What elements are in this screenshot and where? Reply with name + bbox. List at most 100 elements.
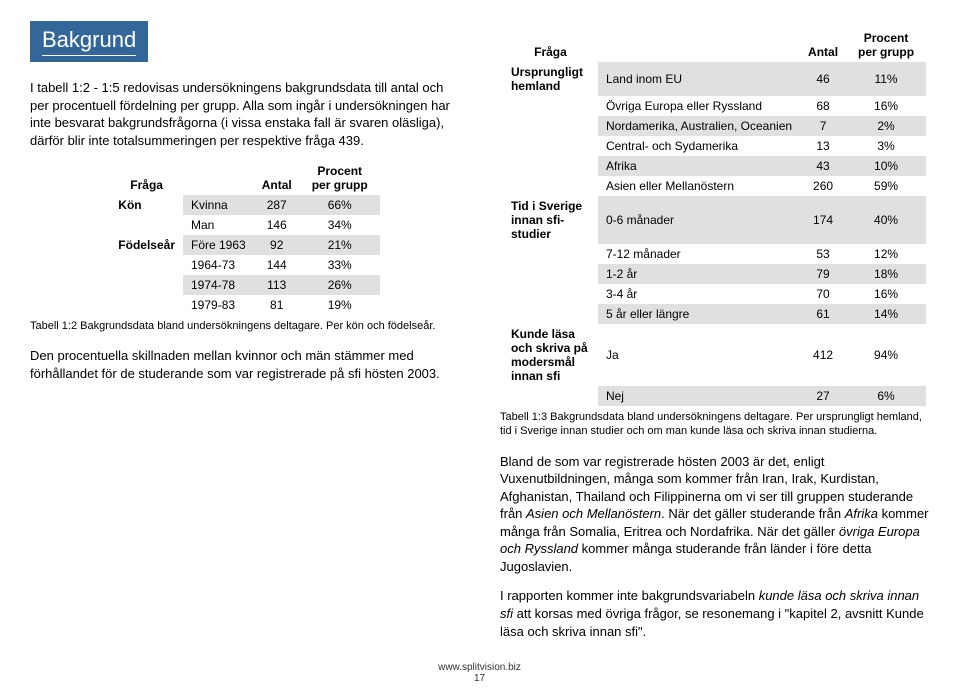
table-procent: 3% [846,136,926,156]
table-1-2: Fråga Antal Procent per grupp KönKvinna2… [110,161,379,315]
right-para-2: I rapporten kommer inte bakgrundsvariabe… [500,587,929,640]
footer-url: www.splitvision.biz [0,662,959,673]
table-antal: 61 [800,304,846,324]
table-subcat: Nordamerika, Australien, Oceanien [598,116,800,136]
table-rowhead [503,386,598,406]
table-rowhead: Kunde läsa och skriva på modersmål innan… [503,324,598,386]
rp1-em2: Afrika [845,506,878,521]
table-rowhead [503,116,598,136]
table-procent: 94% [846,324,926,386]
page-title: Bakgrund [30,20,149,63]
table-rowhead [503,156,598,176]
table-subcat: Land inom EU [598,62,800,96]
footer-page: 17 [0,673,959,684]
table-subcat: Afrika [598,156,800,176]
table-subcat: 7-12 månader [598,244,800,264]
table-procent: 66% [300,195,380,215]
table-procent: 19% [300,295,380,315]
table-rowhead: Ursprungligt hemland [503,62,598,96]
right-para-1: Bland de som var registrerade hösten 200… [500,453,929,576]
table-antal: 43 [800,156,846,176]
table-antal: 92 [254,235,300,255]
table-procent: 2% [846,116,926,136]
table-antal: 113 [254,275,300,295]
t13-h3: Procent per grupp [846,28,926,62]
table-rowhead [503,284,598,304]
table-subcat: 0-6 månader [598,196,800,244]
t12-h3: Procent per grupp [300,161,380,195]
table-subcat: 5 år eller längre [598,304,800,324]
table-antal: 53 [800,244,846,264]
table-procent: 33% [300,255,380,275]
table-procent: 34% [300,215,380,235]
table-antal: 27 [800,386,846,406]
table-procent: 14% [846,304,926,324]
table-antal: 146 [254,215,300,235]
table-rowhead [110,215,183,235]
table-rowhead [503,176,598,196]
table-rowhead [110,295,183,315]
table-1-3-caption: Tabell 1:3 Bakgrundsdata bland undersökn… [500,410,929,439]
rp2-b: att korsas med övriga frågor, se resonem… [500,606,924,639]
table-1-3: Fråga Antal Procent per grupp Ursprungli… [503,28,926,406]
rp1-b: . När det gäller studerande från [661,506,845,521]
table-procent: 18% [846,264,926,284]
table-procent: 40% [846,196,926,244]
table-subcat: Ja [598,324,800,386]
table-antal: 70 [800,284,846,304]
table-subcat: Kvinna [183,195,254,215]
table-subcat: 1979-83 [183,295,254,315]
table-subcat: 1-2 år [598,264,800,284]
table-rowhead [503,244,598,264]
t12-h0: Fråga [110,161,183,195]
rp2-a: I rapporten kommer inte bakgrundsvariabe… [500,588,759,603]
table-procent: 12% [846,244,926,264]
table-rowhead [503,96,598,116]
table-procent: 21% [300,235,380,255]
table-antal: 412 [800,324,846,386]
table-rowhead [503,304,598,324]
table-antal: 13 [800,136,846,156]
t13-h1 [598,28,800,62]
table-procent: 10% [846,156,926,176]
rp1-em1: Asien och Mellanöstern [526,506,661,521]
table-procent: 59% [846,176,926,196]
t12-h1 [183,161,254,195]
table-rowhead [503,264,598,284]
t13-h0: Fråga [503,28,598,62]
table-antal: 287 [254,195,300,215]
table-rowhead [110,255,183,275]
table-rowhead: Kön [110,195,183,215]
table-subcat: 1964-73 [183,255,254,275]
table-subcat: Central- och Sydamerika [598,136,800,156]
table-subcat: Asien eller Mellanöstern [598,176,800,196]
table-antal: 68 [800,96,846,116]
table-1-2-caption: Tabell 1:2 Bakgrundsdata bland undersökn… [30,319,460,333]
table-subcat: Nej [598,386,800,406]
table-antal: 260 [800,176,846,196]
page-footer: www.splitvision.biz 17 [0,662,959,684]
table-antal: 81 [254,295,300,315]
table-procent: 11% [846,62,926,96]
table-procent: 16% [846,284,926,304]
table-subcat: Övriga Europa eller Ryssland [598,96,800,116]
table-subcat: Före 1963 [183,235,254,255]
table-subcat: Man [183,215,254,235]
t13-h2: Antal [800,28,846,62]
t12-h2: Antal [254,161,300,195]
table-rowhead [110,275,183,295]
table-antal: 174 [800,196,846,244]
table-antal: 144 [254,255,300,275]
table-rowhead [503,136,598,156]
table-antal: 79 [800,264,846,284]
intro-para-1: I tabell 1:2 - 1:5 redovisas undersöknin… [30,79,460,149]
table-rowhead: Tid i Sverige innan sfi-studier [503,196,598,244]
table-procent: 6% [846,386,926,406]
table-subcat: 1974-78 [183,275,254,295]
intro-para-2: Den procentuella skillnaden mellan kvinn… [30,347,460,382]
table-antal: 46 [800,62,846,96]
page-title-text: Bakgrund [42,27,136,56]
table-rowhead: Födelseår [110,235,183,255]
table-antal: 7 [800,116,846,136]
table-subcat: 3-4 år [598,284,800,304]
